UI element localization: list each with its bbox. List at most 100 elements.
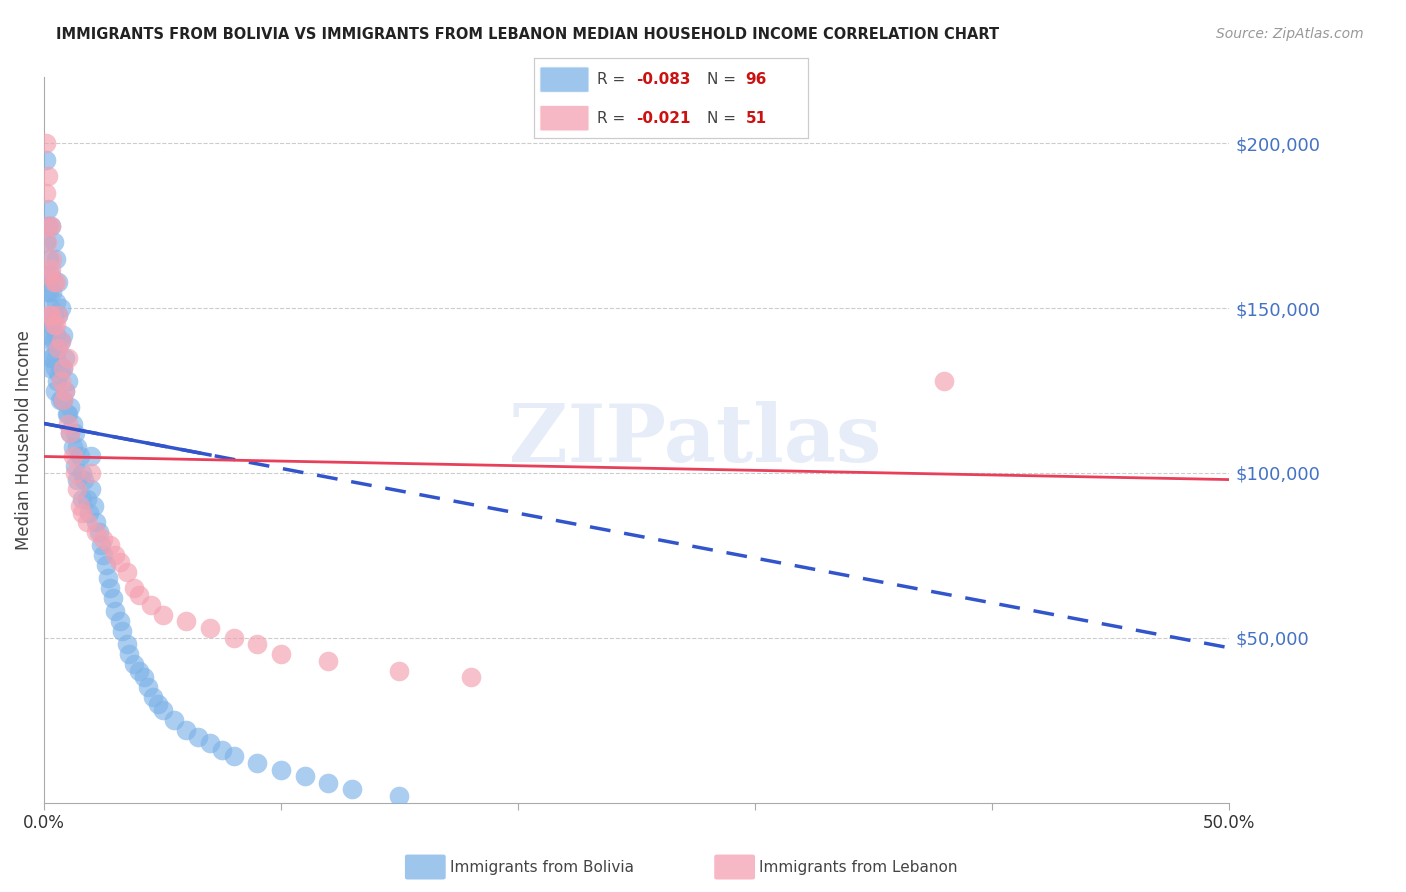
Point [138,680,160,694]
Point [45,351,67,365]
Text: ZIPatlas: ZIPatlas [509,401,882,479]
Point [69,499,91,513]
Point [56,374,79,388]
Point [222,631,245,645]
Text: Immigrants from Lebanon: Immigrants from Lebanon [759,860,957,874]
Point [39,351,62,365]
Point [46,341,69,355]
Point [73,473,96,487]
Text: IMMIGRANTS FROM BOLIVIA VS IMMIGRANTS FROM LEBANON MEDIAN HOUSEHOLD INCOME CORRE: IMMIGRANTS FROM BOLIVIA VS IMMIGRANTS FR… [56,27,1000,42]
Point [80,466,103,480]
Point [35,136,58,151]
Point [97,571,120,585]
Point [80,483,103,497]
Point [38,360,60,375]
Text: Immigrants from Bolivia: Immigrants from Bolivia [450,860,634,874]
Point [62,440,84,454]
Text: R =: R = [598,72,630,87]
Point [77,506,100,520]
Point [45,252,67,266]
Point [35,235,58,250]
Point [41,351,63,365]
Point [108,555,131,569]
Point [39,219,62,233]
Point [42,334,65,348]
Point [56,351,79,365]
Point [52,393,75,408]
Point [39,261,62,276]
FancyBboxPatch shape [540,105,589,131]
Point [104,604,127,618]
Point [41,252,63,266]
Point [66,483,89,497]
Point [63,426,86,441]
Point [91,549,114,563]
Point [163,713,186,727]
Y-axis label: Median Household Income: Median Household Income [15,330,32,550]
Point [76,492,98,507]
Point [101,591,124,606]
Point [128,664,150,678]
Point [56,417,79,431]
Point [115,565,138,579]
Point [66,473,89,487]
Point [51,360,73,375]
Point [69,450,91,464]
Point [90,539,112,553]
Point [118,647,141,661]
Point [39,318,62,332]
Point [270,647,292,661]
Point [63,459,86,474]
Point [174,723,197,737]
Text: -0.021: -0.021 [636,111,690,126]
Point [104,549,127,563]
Point [37,202,59,217]
Point [38,268,60,283]
Point [35,186,58,200]
Point [270,763,292,777]
Point [87,525,110,540]
Point [100,582,122,596]
Point [46,341,69,355]
Point [59,426,82,441]
Point [80,450,103,464]
Point [55,384,77,398]
Point [152,703,174,717]
Point [934,374,956,388]
Point [35,235,58,250]
Point [42,318,65,332]
Point [66,440,89,454]
Point [198,736,221,750]
Point [340,782,363,797]
Point [115,637,138,651]
Point [70,492,93,507]
Point [76,516,98,530]
Point [63,466,86,480]
Point [52,360,75,375]
Point [70,506,93,520]
Point [460,670,482,684]
Point [142,690,165,705]
Point [222,749,245,764]
Point [42,235,65,250]
Point [39,301,62,315]
Point [52,393,75,408]
Point [41,318,63,332]
Point [46,308,69,322]
Point [62,450,84,464]
Point [174,615,197,629]
Point [35,153,58,167]
Point [44,360,66,375]
Point [83,499,105,513]
Point [49,334,72,348]
Point [37,219,59,233]
Point [42,275,65,289]
Text: 51: 51 [745,111,766,126]
Point [146,697,169,711]
Point [46,374,69,388]
Text: Source: ZipAtlas.com: Source: ZipAtlas.com [1216,27,1364,41]
Point [55,384,77,398]
Point [91,532,114,546]
Point [108,615,131,629]
Point [132,670,155,684]
